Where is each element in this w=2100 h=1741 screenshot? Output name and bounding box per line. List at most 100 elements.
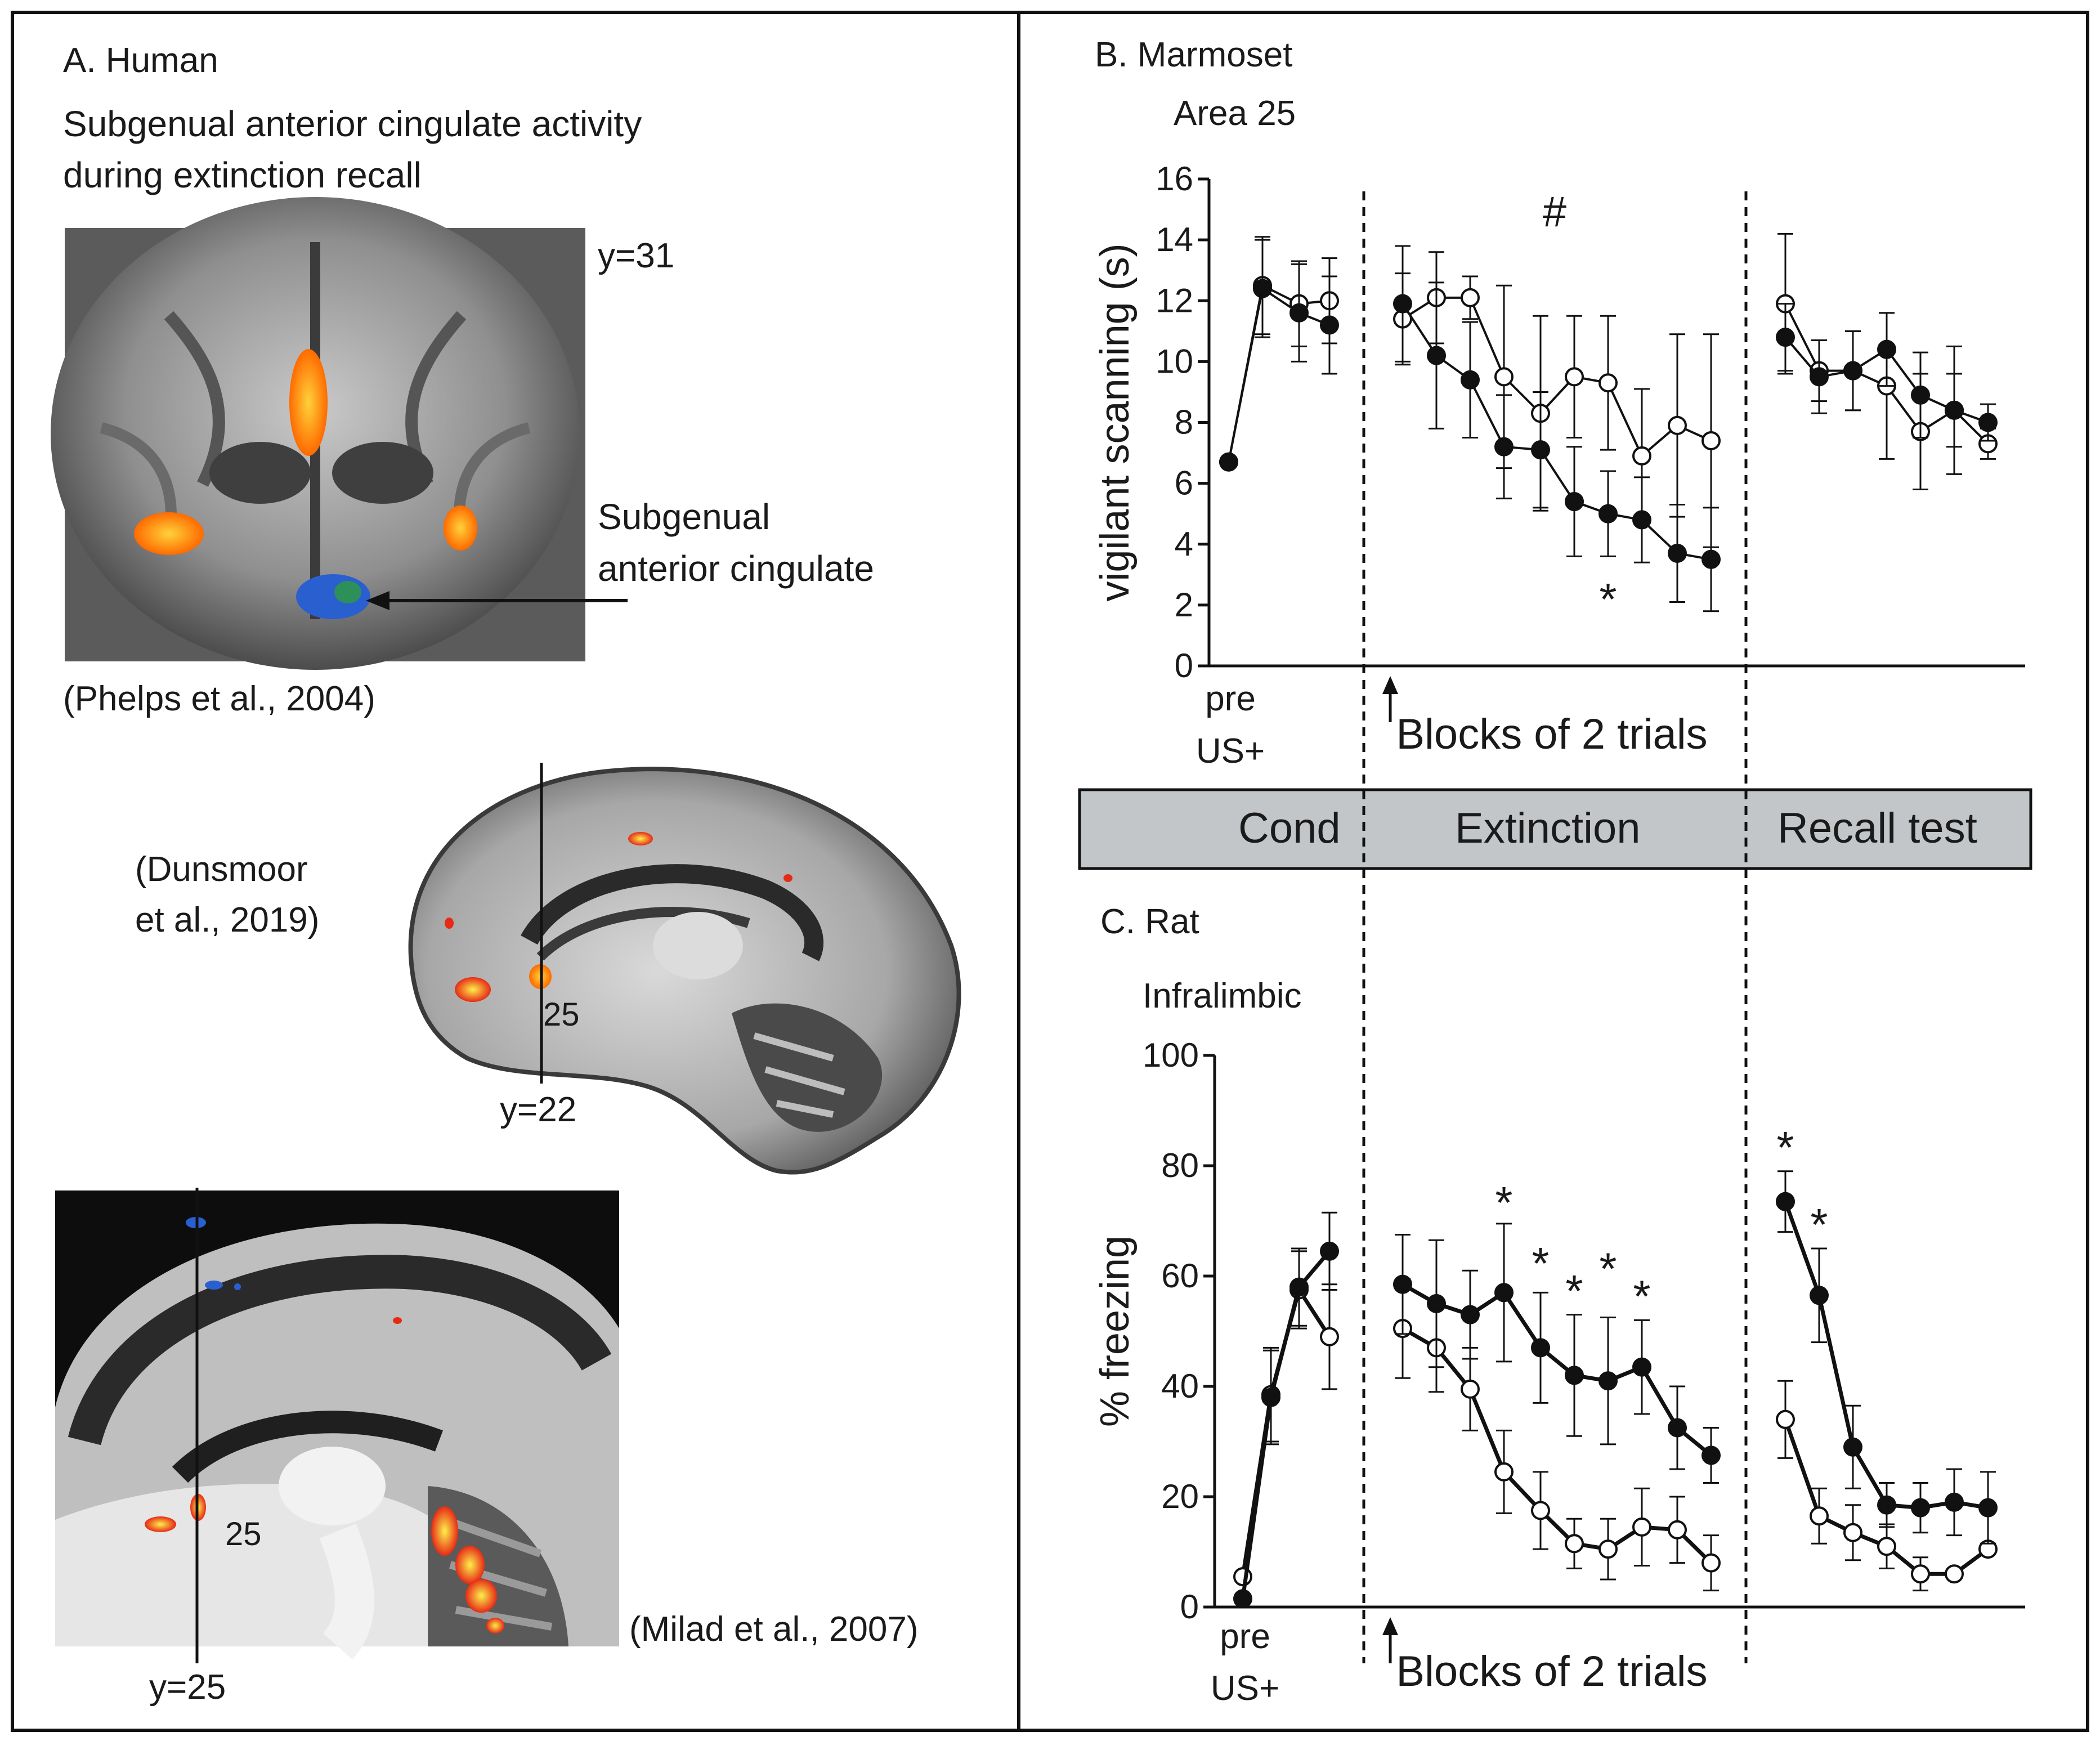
data-point-open [1911, 1564, 1930, 1584]
panel-a: A. Human Subgenual anterior cingulate ac… [51, 41, 961, 1707]
data-point-open [1598, 1539, 1618, 1559]
brain-image-coronal [51, 197, 585, 670]
panel-c: C. Rat Infralimbic 0 20 40 60 80 100 % freezin… [1092, 902, 2025, 1708]
data-point-open [1531, 1501, 1550, 1520]
data-point-filled [1911, 1498, 1930, 1518]
figure-frame [11, 11, 2089, 1732]
data-point-filled [1320, 315, 1339, 335]
y-tick-label: 6 [1175, 464, 1193, 502]
y-tick-label: 40 [1161, 1367, 1199, 1405]
data-point-open [1702, 1553, 1721, 1573]
y-tick-label: 14 [1156, 221, 1193, 258]
data-point-filled [1632, 510, 1651, 530]
data-point-filled [1253, 279, 1272, 298]
significance-star: * [1633, 1272, 1650, 1322]
chart-rat: 0 20 40 60 80 100 % freezing pre US+ Blocks of 2 … [1092, 1036, 2025, 1708]
data-point-filled [1978, 413, 1998, 432]
data-point-filled [1565, 492, 1584, 512]
data-point-filled [1877, 339, 1896, 359]
significance-star: * [1776, 1122, 1794, 1172]
data-point-open [1461, 288, 1480, 307]
phase-bar-box [1078, 788, 2032, 870]
data-point-open [1598, 373, 1618, 393]
start-arrow-head [1382, 1617, 1398, 1635]
significance-star: * [1599, 1244, 1617, 1294]
img2-coord: y=22 [500, 1090, 576, 1129]
us-label: US+ [1196, 732, 1265, 771]
series-line-filled [1402, 303, 1712, 561]
data-point-filled [1289, 1277, 1309, 1297]
significance-star: * [1565, 1266, 1583, 1316]
data-point-filled [1393, 1274, 1412, 1294]
data-point-filled [1289, 303, 1309, 323]
y-tick-label: 60 [1161, 1257, 1199, 1295]
data-point-open [1776, 1409, 1795, 1429]
start-arrow-head [1382, 676, 1398, 694]
data-point-filled [1702, 549, 1721, 569]
pre-label: pre [1205, 679, 1256, 718]
data-point-filled [1494, 1283, 1514, 1303]
data-point-open [1877, 1537, 1896, 1556]
data-point-filled [1427, 346, 1446, 365]
img2-citation-line2: et al., 2019) [135, 901, 319, 939]
img1-coord: y=31 [598, 236, 674, 275]
brain-image-sagittal-1 [408, 763, 961, 1175]
data-point-open [1320, 1327, 1339, 1346]
y-axis-label: % freezing [1092, 1236, 1138, 1427]
us-label: US+ [1211, 1669, 1279, 1708]
significance-star: * [1599, 574, 1617, 624]
hash-annotation: # [1543, 188, 1566, 236]
y-axis-label: vigilant scanning (s) [1092, 243, 1138, 601]
img1-arrowhead [366, 591, 389, 610]
data-point-filled [1598, 504, 1618, 523]
series-line-open [1402, 296, 1712, 458]
img3-citation: (Milad et al., 2007) [629, 1610, 918, 1649]
data-point-filled [1810, 367, 1829, 387]
data-point-open [1233, 1567, 1252, 1587]
y-tick-label: 100 [1143, 1036, 1199, 1074]
data-point-filled [1978, 1498, 1998, 1518]
data-point-filled [1598, 1371, 1618, 1391]
data-point-filled [1668, 1418, 1687, 1438]
y-tick-label: 0 [1175, 647, 1193, 684]
data-point-filled [1531, 1338, 1550, 1358]
phase-bar: Cond Extinction Recall test [1078, 788, 2032, 870]
data-point-open [1945, 1564, 1964, 1584]
panel-a-title: A. Human [63, 41, 218, 80]
significance-star: * [1532, 1238, 1549, 1288]
y-tick-label: 16 [1156, 160, 1193, 198]
panel-b-title: B. Marmoset [1095, 35, 1292, 74]
data-point-open [1494, 1462, 1514, 1482]
data-point-open [1843, 1523, 1862, 1542]
panel-b: B. Marmoset Area 25 0 2 4 6 8 10 12 14 16 vigilan… [1092, 35, 2025, 771]
data-point-filled [1565, 1366, 1584, 1385]
data-point-filled [1261, 1388, 1280, 1407]
panel-a-subtitle-line2: during extinction recall [63, 155, 422, 195]
brain-image-sagittal-2 [55, 1188, 619, 1663]
significance-star: * [1810, 1200, 1828, 1250]
y-tick-label: 12 [1156, 281, 1193, 319]
x-axis-label: Blocks of 2 trials [1396, 1648, 1707, 1695]
data-point-filled [1461, 370, 1480, 390]
significance-star: * [1495, 1178, 1512, 1228]
data-point-filled [1776, 1192, 1795, 1211]
img2-citation-line1: (Dunsmoor [135, 850, 308, 889]
phase-cond-label: Cond [1238, 804, 1341, 852]
series-line-filled [1228, 287, 1330, 463]
chart-marmoset: 0 2 4 6 8 10 12 14 16 vigilant scanning (s) pre US+… [1092, 160, 2025, 771]
panel-c-title: C. Rat [1100, 902, 1199, 941]
data-point-open [1565, 1534, 1584, 1554]
y-tick-label: 80 [1161, 1147, 1199, 1184]
y-tick-label: 4 [1175, 525, 1193, 563]
series-line-open [1402, 1327, 1713, 1565]
data-point-open [1668, 1520, 1687, 1539]
data-point-filled [1494, 437, 1514, 456]
series-line-open [1228, 284, 1330, 463]
panel-a-subtitle-line1: Subgenual anterior cingulate activity [63, 104, 642, 144]
data-point-filled [1702, 1445, 1721, 1465]
data-point-open [1565, 367, 1584, 387]
data-point-filled [1911, 385, 1930, 405]
img1-label-line1: Subgenual [598, 496, 770, 537]
data-point-filled [1233, 1589, 1252, 1609]
